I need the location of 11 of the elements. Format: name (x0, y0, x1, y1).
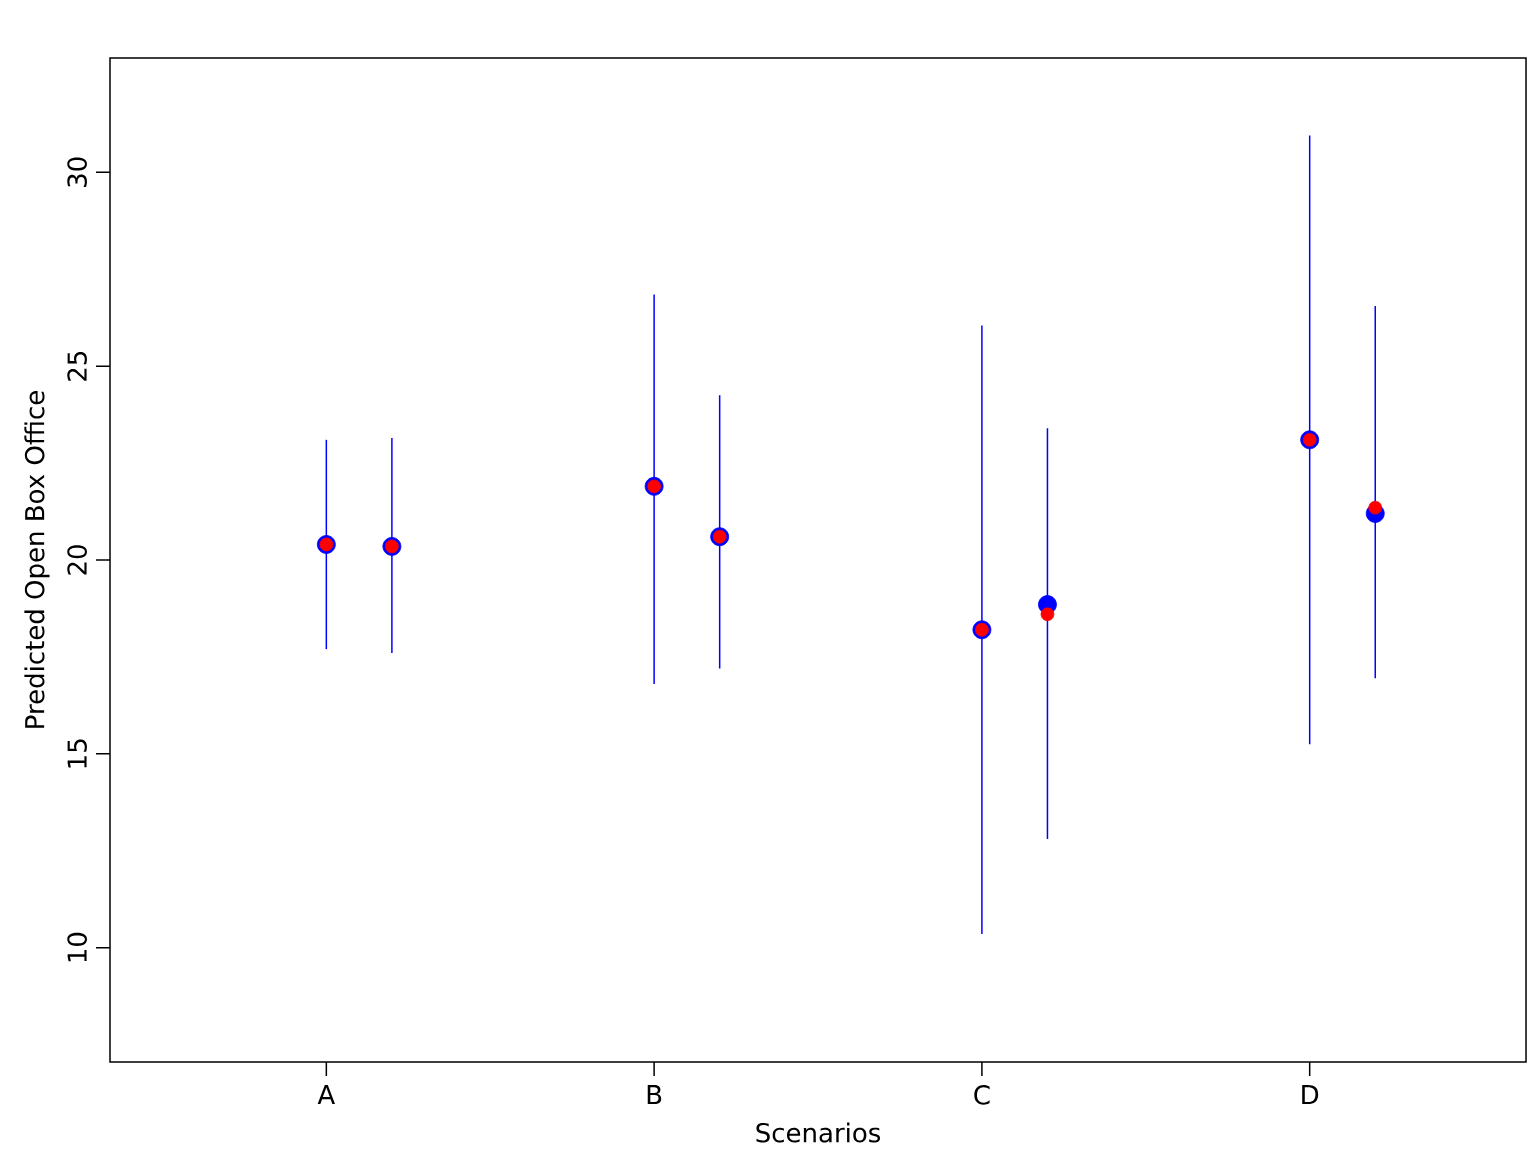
y-tick-label: 30 (67, 157, 87, 187)
y-tick-label: 20 (67, 545, 87, 575)
y-tick-label: 10 (67, 932, 87, 962)
x-axis-title: Scenarios (756, 1122, 881, 1143)
y-axis-title: Predicted Open Box Office (24, 391, 50, 728)
y-tick-label: 15 (67, 739, 87, 768)
y-tick-label: 25 (67, 351, 87, 381)
x-tick-label: B (647, 1085, 662, 1105)
x-tick-label: A (317, 1085, 336, 1105)
x-tick-label: D (1302, 1085, 1319, 1105)
x-tick-label: C (974, 1085, 990, 1105)
